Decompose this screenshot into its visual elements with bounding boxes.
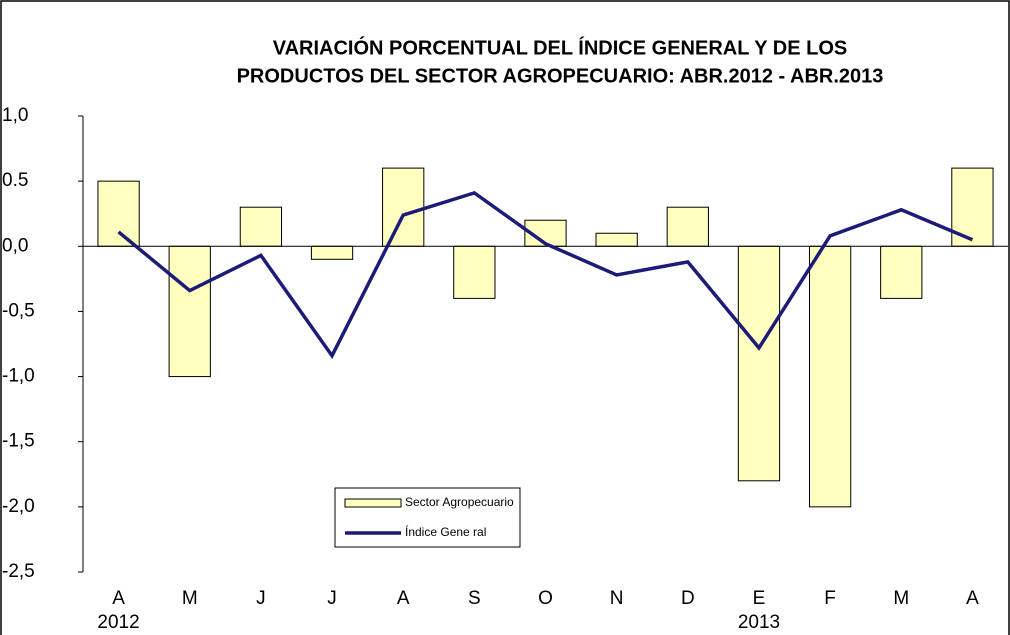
- x-tick-label: A: [966, 588, 979, 609]
- bar: [666, 206, 709, 247]
- bar: [239, 206, 283, 247]
- bar: [310, 245, 354, 260]
- y-tick-label: -1,5: [2, 431, 35, 452]
- x-tick-label: S: [468, 588, 481, 609]
- legend-label: Índice Gene ral: [405, 524, 486, 539]
- x-tick-label: J: [256, 588, 266, 609]
- bar: [808, 245, 852, 508]
- x-tick-label: N: [610, 588, 624, 609]
- legend-label: Sector Agropecuario: [405, 495, 514, 509]
- y-tick-label: -1,0: [2, 366, 35, 387]
- bar: [97, 180, 140, 247]
- bar: [880, 245, 923, 299]
- bar: [737, 245, 781, 482]
- x-tick-label: M: [182, 588, 198, 609]
- y-tick-label: -2,0: [2, 496, 35, 517]
- bar: [168, 245, 211, 378]
- x-tick-label: D: [681, 588, 695, 609]
- y-tick-label: 0.5: [2, 170, 28, 191]
- y-tick-label: -0,5: [2, 300, 35, 321]
- legend-box: [334, 487, 521, 548]
- bar: [595, 232, 638, 247]
- y-tick-label: 0,0: [2, 235, 28, 256]
- x-tick-label: A: [112, 588, 125, 609]
- x-tick-label: E: [753, 588, 766, 609]
- x-tick-label: M: [893, 588, 909, 609]
- line: [117, 190, 974, 360]
- bar: [382, 167, 425, 247]
- bar: [453, 245, 496, 299]
- x-tick-label: F: [824, 588, 836, 609]
- y-tick-label: -2,5: [2, 561, 35, 582]
- x-tick-label: J: [327, 588, 337, 609]
- x-year-label: 2012: [97, 612, 139, 633]
- legend-swatch: [344, 498, 402, 508]
- y-tick-label: 1,0: [2, 105, 28, 126]
- x-tick-label: O: [538, 588, 553, 609]
- chart-title: VARIACIÓN PORCENTUAL DEL ÍNDICE GENERAL …: [273, 35, 848, 59]
- chart-title: PRODUCTOS DEL SECTOR AGROPECUARIO: ABR.2…: [237, 65, 884, 87]
- x-tick-label: A: [397, 588, 410, 609]
- x-year-label: 2013: [738, 612, 780, 633]
